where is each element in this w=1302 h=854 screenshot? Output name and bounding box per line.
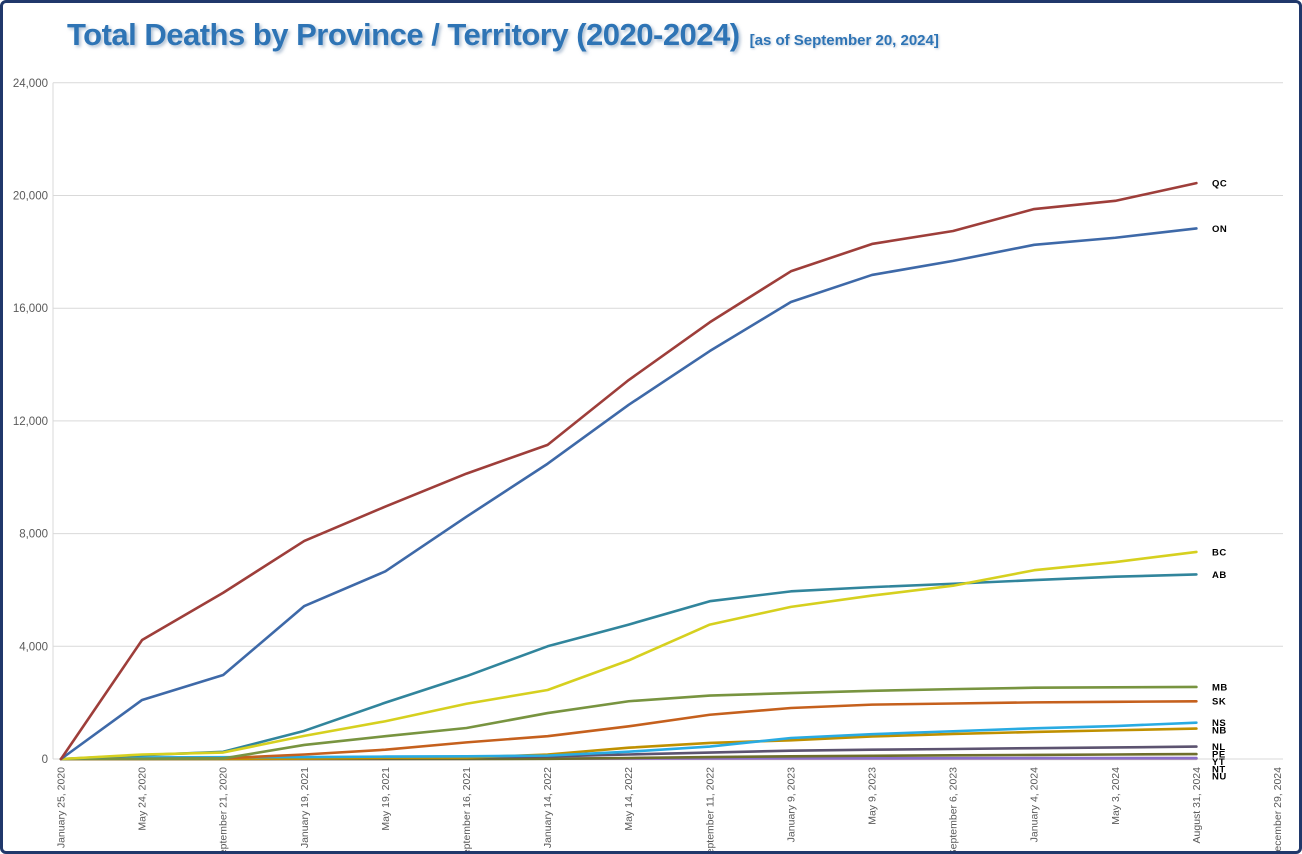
series-line-qc [59,181,1198,761]
series-end-label-ns: NS [1212,718,1226,729]
y-axis-label: 24,000 [13,78,48,90]
x-axis-label: January 25, 2020 [56,767,68,848]
series-line-bc [59,550,1198,761]
x-axis-label: September 21, 2020 [218,767,230,854]
series-end-label-pe: PE [1212,749,1226,760]
x-axis-label: May 24, 2020 [137,767,149,831]
series-end-label-nb: NB [1212,725,1227,736]
x-axis-label: August 31, 2024 [1191,767,1203,844]
series-end-label-qc: QC [1212,179,1227,190]
x-axis-label: December 29, 2024 [1272,767,1284,854]
y-axis-label: 12,000 [13,416,48,428]
x-axis-label: January 4, 2024 [1029,767,1041,842]
series-end-label-bc: BC [1212,547,1227,558]
x-axis-label: May 14, 2022 [623,767,635,831]
series-end-label-sk: SK [1212,697,1226,708]
series-end-label-nl: NL [1212,742,1226,753]
series-line-mb [59,685,1198,761]
series-end-label-yt: YT [1212,757,1225,768]
y-axis-label: 20,000 [13,191,48,203]
series-line-ab [59,573,1198,761]
x-axis-label: January 9, 2023 [785,767,797,842]
chart-header: Total Deaths by Province / Territory (20… [67,17,939,53]
series-end-label-ab: AB [1212,570,1227,581]
x-axis-label: May 3, 2024 [1110,767,1122,825]
x-axis-label: September 11, 2022 [704,767,716,854]
y-axis-label: 4,000 [19,641,48,653]
series-end-label-nu: NU [1212,772,1227,783]
series-end-label-nt: NT [1212,764,1226,775]
y-axis-label: 16,000 [13,303,48,315]
x-axis-label: January 19, 2021 [299,767,311,848]
series-line-on [59,227,1198,761]
x-axis-label: May 9, 2023 [867,767,879,825]
chart-subtitle: [as of September 20, 2024] [749,32,939,49]
chart-svg: 0 4,000 8,000 12,000 16,000 20,000 24,000 Janua… [13,78,1284,854]
y-axis-label: 0 [42,754,48,766]
series-end-label-on: ON [1212,224,1227,235]
x-axis-label: September 16, 2021 [461,767,473,854]
y-axis-label: 8,000 [19,529,48,541]
x-axis-label: May 19, 2021 [380,767,392,831]
series-line-sk [59,699,1198,761]
series-line-nb [59,727,1198,761]
x-axis-label: January 14, 2022 [542,767,554,848]
series-end-label-mb: MB [1212,682,1228,693]
x-axis-label: September 6, 2023 [948,767,960,854]
chart-title: Total Deaths by Province / Territory (20… [67,17,740,52]
